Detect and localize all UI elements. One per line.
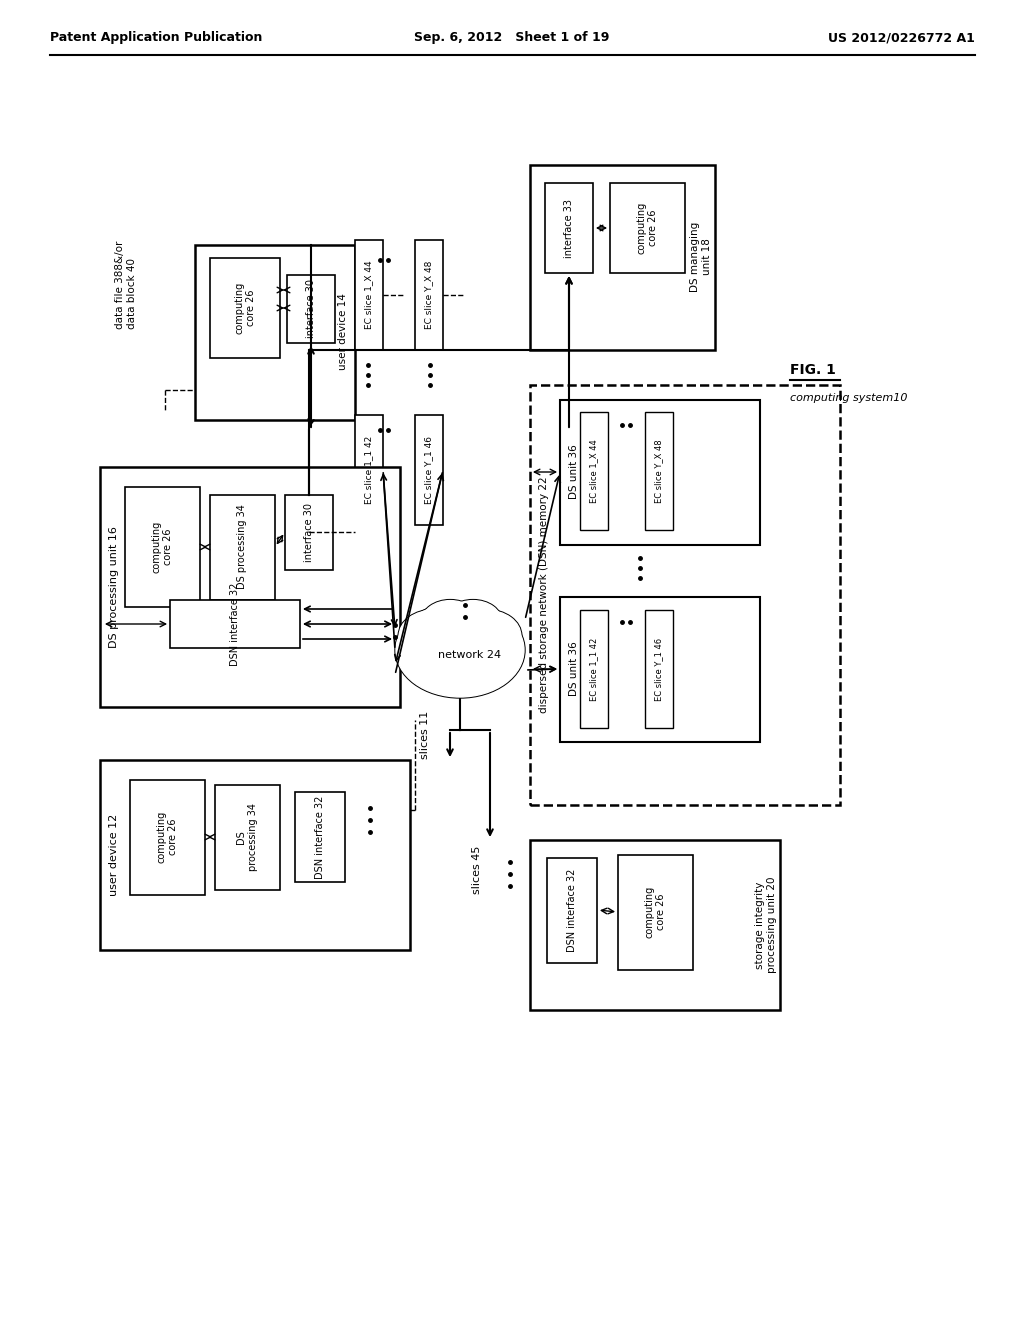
Text: computing
core 26: computing core 26	[152, 521, 173, 573]
Text: dispersed storage network (DSN) memory 22: dispersed storage network (DSN) memory 2…	[539, 477, 549, 713]
Text: EC slice 1_1 42: EC slice 1_1 42	[365, 436, 374, 504]
Bar	[610, 183, 685, 273]
Text: user device 14: user device 14	[338, 293, 348, 371]
Bar	[560, 400, 760, 545]
Bar	[547, 858, 597, 964]
Text: slices 11: slices 11	[420, 711, 430, 759]
Bar	[100, 760, 410, 950]
Text: DS processing 34: DS processing 34	[237, 504, 247, 590]
Bar	[618, 855, 693, 970]
Bar	[560, 597, 760, 742]
Ellipse shape	[444, 601, 502, 642]
Ellipse shape	[398, 610, 470, 663]
Text: storage integrity
processing unit 20: storage integrity processing unit 20	[756, 876, 777, 973]
Bar	[195, 246, 355, 420]
Text: FIG. 1: FIG. 1	[790, 363, 836, 378]
Ellipse shape	[421, 599, 479, 643]
Text: EC slice Y_1 46: EC slice Y_1 46	[654, 638, 664, 701]
Text: computing
core 26: computing core 26	[234, 282, 256, 334]
Bar	[210, 495, 275, 601]
Ellipse shape	[399, 610, 469, 661]
Text: interface 30: interface 30	[304, 503, 314, 561]
Bar	[125, 487, 200, 607]
Text: interface 33: interface 33	[564, 198, 574, 257]
Bar	[545, 183, 593, 273]
Text: DS unit 36: DS unit 36	[569, 642, 579, 697]
Text: computing
core 26: computing core 26	[157, 810, 178, 863]
Ellipse shape	[452, 610, 521, 661]
Text: computing system10: computing system10	[790, 393, 907, 403]
Ellipse shape	[443, 599, 502, 643]
Bar	[580, 610, 608, 729]
Text: EC slice Y_1 46: EC slice Y_1 46	[425, 436, 433, 504]
Text: DS managing
unit 18: DS managing unit 18	[690, 222, 712, 292]
Text: slices 45: slices 45	[472, 846, 482, 894]
Bar	[645, 412, 673, 531]
Text: US 2012/0226772 A1: US 2012/0226772 A1	[828, 32, 975, 45]
Bar	[355, 414, 383, 525]
Bar	[415, 240, 443, 350]
Text: data file 388&/or
data block 40: data file 388&/or data block 40	[115, 240, 136, 329]
Bar	[530, 165, 715, 350]
Text: EC slice Y_X 48: EC slice Y_X 48	[654, 440, 664, 503]
Text: interface 30: interface 30	[306, 280, 316, 338]
Text: DS unit 36: DS unit 36	[569, 445, 579, 499]
Ellipse shape	[396, 603, 524, 697]
Text: user device 12: user device 12	[109, 814, 119, 896]
Text: EC slice 1_X 44: EC slice 1_X 44	[590, 440, 598, 503]
Bar	[415, 414, 443, 525]
Text: DS
processing 34: DS processing 34	[237, 803, 258, 871]
Text: network 24: network 24	[438, 649, 502, 660]
Bar	[295, 792, 345, 882]
Text: EC slice 1_1 42: EC slice 1_1 42	[590, 638, 598, 701]
Ellipse shape	[395, 602, 525, 698]
Text: DSN interface 32: DSN interface 32	[567, 869, 577, 952]
Text: computing
core 26: computing core 26	[644, 886, 666, 939]
Text: DSN interface 32: DSN interface 32	[230, 582, 240, 665]
Bar	[287, 275, 335, 343]
Bar	[530, 385, 840, 805]
Bar	[210, 257, 280, 358]
Text: EC slice 1_X 44: EC slice 1_X 44	[365, 260, 374, 329]
Bar	[580, 412, 608, 531]
Bar	[130, 780, 205, 895]
Bar	[530, 840, 780, 1010]
Text: EC slice Y_X 48: EC slice Y_X 48	[425, 261, 433, 329]
Text: computing
core 26: computing core 26	[636, 202, 657, 255]
Text: Sep. 6, 2012   Sheet 1 of 19: Sep. 6, 2012 Sheet 1 of 19	[415, 32, 609, 45]
Bar	[170, 601, 300, 648]
Bar	[100, 467, 400, 708]
Bar	[215, 785, 280, 890]
Ellipse shape	[422, 601, 478, 642]
Text: Patent Application Publication: Patent Application Publication	[50, 32, 262, 45]
Bar	[355, 240, 383, 350]
Bar	[645, 610, 673, 729]
Bar	[285, 495, 333, 570]
Text: DS processing unit 16: DS processing unit 16	[109, 527, 119, 648]
Text: DSN interface 32: DSN interface 32	[315, 796, 325, 879]
Ellipse shape	[451, 610, 522, 663]
